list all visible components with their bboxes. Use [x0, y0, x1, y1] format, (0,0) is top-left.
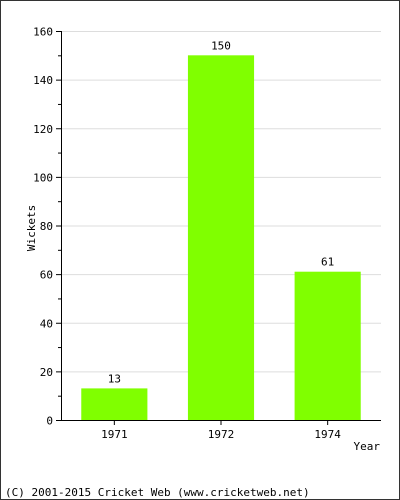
y-tick-label: 120: [33, 123, 53, 136]
x-tick-label-1972: 1972: [208, 428, 235, 441]
bar-1971: [81, 388, 148, 420]
bar-1972: [187, 55, 255, 420]
y-tick-label: 20: [40, 366, 53, 379]
data-label-1972: 150: [211, 39, 231, 52]
y-tick-label: 80: [40, 220, 53, 233]
y-tick-label: 0: [46, 415, 53, 428]
data-label-1974: 61: [321, 256, 334, 269]
x-tick-label-1974: 1974: [314, 428, 341, 441]
bars: [81, 55, 361, 420]
data-labels: 13 150 61: [108, 39, 335, 385]
data-label-1971: 13: [108, 372, 121, 385]
y-tick-label: 140: [33, 74, 53, 87]
bar-1974: [294, 271, 361, 420]
y-tick-label: 100: [33, 171, 53, 184]
y-axis-ticks: 0 20 40 60 80 100 120 140 160: [33, 26, 61, 428]
x-axis-ticks: 1971 1972 1974: [101, 420, 341, 441]
copyright-notice: (C) 2001-2015 Cricket Web (www.cricketwe…: [5, 486, 310, 499]
y-tick-label: 40: [40, 317, 53, 330]
y-tick-label: 60: [40, 269, 53, 282]
y-tick-label: 160: [33, 26, 53, 39]
x-tick-label-1971: 1971: [101, 428, 128, 441]
x-axis-title: Year: [354, 440, 381, 453]
y-axis-title: Wickets: [25, 205, 38, 251]
